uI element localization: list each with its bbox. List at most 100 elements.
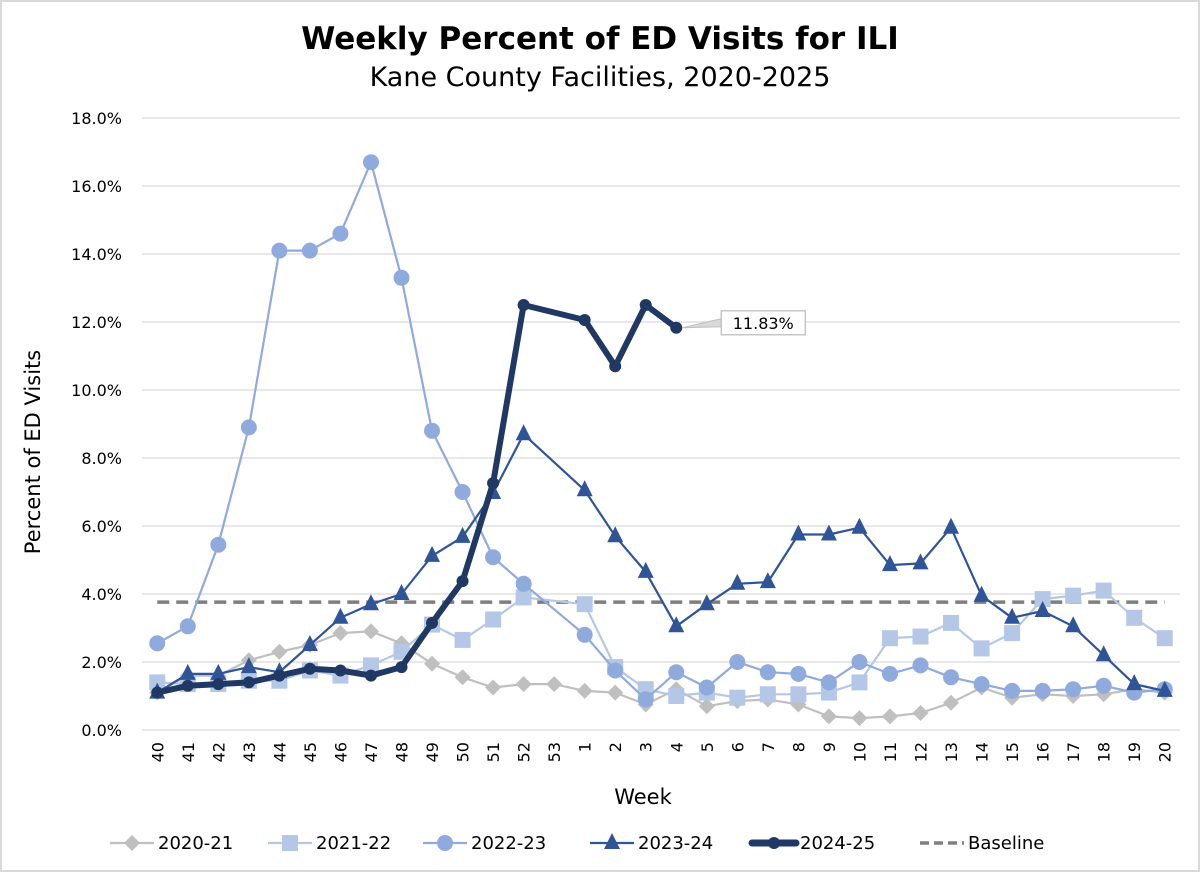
data-point-2021-22	[912, 628, 929, 645]
data-point-2021-22	[1126, 609, 1143, 626]
x-tick-label: 51	[484, 742, 503, 762]
gridlines	[142, 117, 1180, 731]
x-tick-label: 9	[820, 742, 839, 752]
data-point-2021-22	[1004, 625, 1021, 642]
data-point-2022-23	[1065, 681, 1082, 698]
data-point-2021-22	[515, 589, 532, 606]
data-point-2023-24	[393, 584, 410, 600]
data-point-2024-25	[303, 662, 316, 675]
data-point-2023-24	[515, 424, 532, 441]
data-point-2022-23	[820, 674, 837, 691]
data-point-2021-22	[393, 643, 410, 660]
y-tick-label: 14.0%	[71, 245, 122, 264]
x-tick-label: 47	[362, 742, 381, 762]
data-point-2022-23	[179, 618, 196, 635]
x-tick-label: 11	[881, 742, 900, 762]
data-point-2022-23	[332, 225, 349, 242]
series-line-2023-24	[156, 433, 1166, 694]
data-point-2021-22	[943, 614, 960, 631]
data-point-2023-24	[424, 545, 441, 562]
legend-item-2023-24: 2023-24	[590, 833, 713, 854]
chart-title: Weekly Percent of ED Visits for ILI	[301, 21, 899, 57]
data-point-2023-24	[881, 555, 898, 572]
data-point-2023-24	[912, 553, 929, 570]
y-tick-label: 0.0%	[81, 721, 122, 740]
data-point-2022-23	[240, 419, 257, 436]
legend: 2020-21 2021-22 2022-23 2023-24 2024-25 Basel…	[110, 833, 1044, 854]
x-tick-label: 42	[209, 742, 228, 762]
data-point-2024-25	[212, 678, 225, 691]
y-tick-label: 6.0%	[81, 517, 122, 536]
data-point-2023-24	[1034, 601, 1051, 617]
data-point-2020-21	[515, 676, 532, 693]
data-point-2022-23	[1034, 682, 1051, 699]
data-point-2022-23	[729, 654, 746, 670]
data-point-2022-23	[485, 549, 502, 566]
data-point-2024-25	[395, 661, 408, 674]
x-tick-label: 17	[1064, 742, 1083, 762]
data-point-2022-23	[881, 665, 898, 682]
data-point-2022-23	[668, 664, 685, 681]
data-point-2020-21	[820, 708, 837, 725]
x-tick-label: 14	[973, 742, 992, 762]
data-point-2021-22	[149, 674, 166, 691]
data-point-2022-23	[271, 242, 288, 259]
data-point-2024-25	[151, 686, 164, 699]
data-point-2023-24	[973, 585, 990, 602]
data-point-2021-22	[881, 630, 898, 647]
data-point-2022-23	[424, 422, 441, 439]
data-point-2023-24	[851, 517, 868, 534]
x-tick-label: 50	[454, 742, 473, 762]
data-point-2020-21	[362, 623, 379, 640]
data-point-2024-25	[578, 313, 591, 326]
data-point-2021-22	[729, 689, 746, 706]
data-point-2024-25	[242, 676, 255, 689]
x-axis-ticks: 40 41 42 43 44 45 46 47 48 49 50 51 52 53 1 2 3 4 5 6 7 8 9 10 1…	[148, 742, 1174, 762]
legend-label: 2024-25	[800, 833, 875, 854]
data-point-2023-24	[698, 594, 715, 611]
data-point-2022-23	[912, 657, 929, 674]
legend-marker	[768, 837, 780, 849]
x-tick-label: 49	[423, 742, 442, 762]
data-point-2023-24	[729, 573, 746, 590]
legend-marker	[437, 835, 453, 851]
data-point-2023-24	[759, 572, 776, 589]
data-point-2023-24	[1004, 607, 1021, 624]
x-tick-label: 8	[789, 742, 808, 752]
x-tick-label: 13	[942, 742, 961, 762]
x-tick-label: 20	[1156, 742, 1175, 762]
x-tick-label: 4	[667, 742, 686, 752]
data-point-2021-22	[759, 686, 776, 703]
legend-label: Baseline	[968, 833, 1044, 854]
chart-subtitle: Kane County Facilities, 2020-2025	[370, 62, 831, 93]
legend-item-baseline: Baseline	[920, 833, 1044, 854]
y-tick-label: 16.0%	[71, 177, 122, 196]
data-point-2021-22	[790, 686, 807, 703]
x-tick-label: 10	[850, 742, 869, 762]
x-tick-label: 16	[1034, 742, 1053, 762]
data-callouts: 11.83%	[682, 310, 806, 336]
data-point-2022-23	[943, 669, 960, 686]
y-axis-label: Percent of ED Visits	[21, 350, 45, 554]
data-point-2020-21	[485, 679, 502, 696]
data-point-2024-25	[487, 477, 500, 490]
data-point-2021-22	[1034, 591, 1051, 608]
data-point-2023-24	[943, 517, 960, 534]
callout-box	[720, 310, 806, 336]
legend-label: 2021-22	[316, 833, 391, 854]
data-point-2022-23	[210, 536, 227, 553]
series-2023-24	[149, 424, 1173, 699]
data-point-2020-21	[943, 694, 960, 711]
data-point-2020-21	[607, 684, 624, 701]
data-point-2022-23	[362, 154, 379, 171]
data-point-2022-23	[790, 665, 807, 682]
data-point-2023-24	[668, 616, 685, 633]
data-point-2022-23	[973, 676, 990, 693]
legend-label: 2022-23	[471, 833, 546, 854]
data-point-2023-24	[1095, 645, 1112, 662]
x-tick-label: 2	[606, 742, 625, 752]
data-point-2023-24	[790, 524, 807, 541]
data-point-2023-24	[637, 561, 654, 578]
data-point-2022-23	[301, 242, 318, 259]
series-line-2020-21	[156, 630, 1166, 720]
